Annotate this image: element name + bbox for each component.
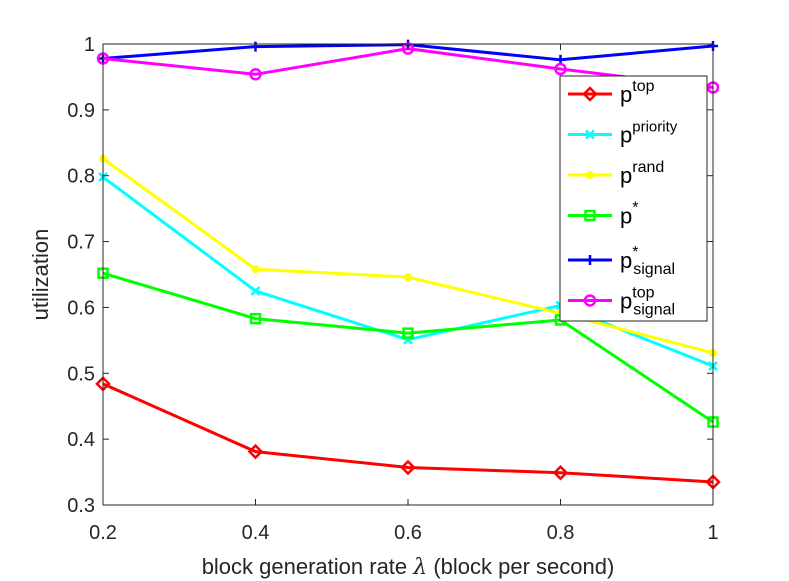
data-point-marker [249, 68, 262, 81]
legend-entry-2: prand [568, 159, 664, 188]
legend-marker-stroke [585, 129, 595, 140]
y-tick-label: 0.3 [67, 495, 95, 517]
legend-marker [582, 86, 598, 102]
y-tick-label: 0.6 [67, 297, 95, 319]
legend-label: p* [620, 200, 638, 229]
x-tick-label: 0.2 [89, 522, 117, 544]
x-axis-title: block generation rate λ (block per secon… [202, 554, 615, 580]
data-point-marker [251, 265, 260, 274]
legend-marker [584, 209, 596, 222]
y-tick-label: 0.8 [67, 166, 95, 188]
y-tick-label: 0.5 [67, 363, 95, 385]
series-0 [95, 376, 721, 490]
x-tick-label: 0.6 [394, 522, 422, 544]
legend-marker [583, 294, 597, 307]
x-tick-label: 1 [707, 522, 718, 544]
legend-entry-3: p* [568, 200, 638, 229]
y-tick-label: 0.4 [67, 429, 95, 451]
legend-entry-0: ptop [568, 78, 655, 107]
y-axis-title: utilization [28, 229, 53, 321]
y-tick-label: 0.9 [67, 100, 95, 122]
y-tick-label: 0.7 [67, 232, 95, 254]
data-point-marker [402, 327, 414, 339]
data-point-marker [400, 459, 416, 476]
series-line [102, 382, 714, 484]
legend-marker [585, 129, 595, 140]
legend-label: ptop [620, 78, 655, 107]
x-tick-label: 0.8 [547, 522, 575, 544]
y-axis: 0.3 0.4 0.5 0.6 0.7 0.8 0.9 1 [67, 34, 713, 517]
legend-label: ppriority [620, 119, 678, 148]
y-tick-label: 1 [84, 34, 95, 56]
data-point-marker [247, 443, 264, 460]
data-point-marker [554, 62, 567, 76]
legend-label: p* signal [620, 244, 675, 278]
data-point-marker [250, 286, 261, 296]
data-point-marker [249, 312, 262, 325]
legend-label: ptop signal [620, 285, 675, 319]
legend-marker [585, 255, 595, 265]
legend: ptop ppriority prand p* p* signal ptop signal [559, 75, 708, 322]
legend-box [559, 75, 708, 322]
legend-entry-5: ptop signal [568, 285, 675, 319]
x-tick-label: 0.4 [242, 522, 270, 544]
series-line [102, 271, 714, 424]
data-point-marker-stroke [250, 286, 261, 296]
legend-entry-1: ppriority [568, 119, 678, 148]
data-point-marker [552, 464, 569, 481]
legend-entry-4: p* signal [568, 244, 675, 278]
legend-marker [586, 171, 594, 179]
legend-label: prand [620, 159, 664, 188]
data-point-marker [404, 273, 412, 282]
x-axis: 0.2 0.4 0.6 0.8 1 [89, 44, 719, 544]
